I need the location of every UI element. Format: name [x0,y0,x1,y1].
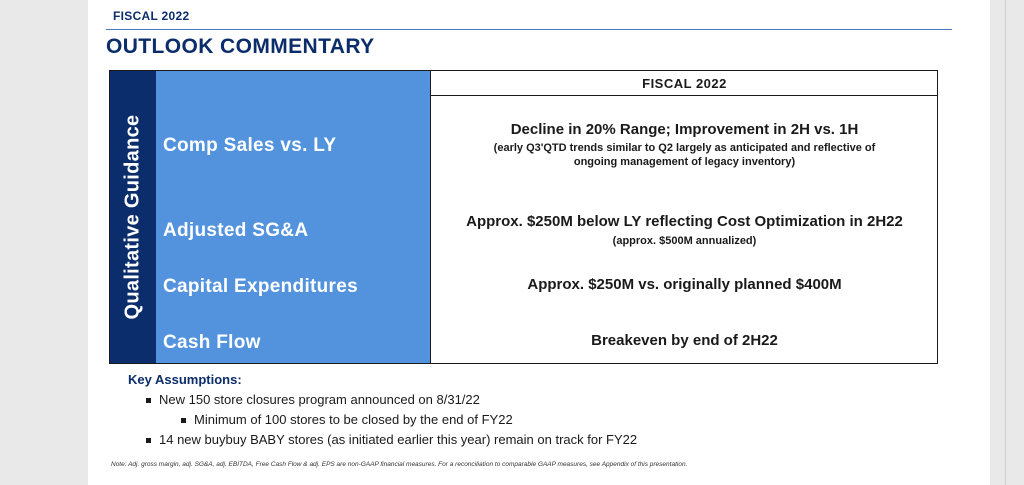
bullet-square-icon [181,418,186,424]
row-label-cash-flow: Cash Flow [163,332,261,353]
bullet-square-icon [146,438,151,444]
comp-sales-note-line2: ongoing management of legacy inventory) [573,156,796,168]
cash-flow-value: Breakeven by end of 2H22 [591,332,778,349]
title-divider [106,29,952,30]
list-item: 14 new buybuy BABY stores (as initiated … [146,432,637,447]
footnote: Note: Adj. gross margin, adj. SG&A, adj.… [111,461,688,468]
slide: FISCAL 2022 OUTLOOK COMMENTARY Qualitati… [88,0,990,485]
capex-value: Approx. $250M vs. originally planned $40… [527,276,842,293]
guidance-values: Decline in 20% Range; Improvement in 2H … [430,96,938,363]
sga-note: (approx. $500M annualized) [612,235,757,247]
comp-sales-value: Decline in 20% Range; Improvement in 2H … [510,121,859,138]
page-edge-divider [1005,0,1006,485]
row-label-sga: Adjusted SG&A [163,220,309,241]
qualitative-guidance-label: Qualitative Guidance [121,114,144,320]
bullet-square-icon [146,398,151,404]
column-header: FISCAL 2022 [430,71,938,96]
key-assumptions-heading: Key Assumptions: [128,372,242,387]
row-label-comp-sales: Comp Sales vs. LY [163,135,337,156]
list-item-sub: Minimum of 100 stores to be closed by th… [181,412,513,427]
vertical-label-bar: Qualitative Guidance [110,71,156,363]
comp-sales-note-line1: (early Q3'QTD trends similar to Q2 large… [493,142,876,154]
outlook-table: Qualitative Guidance Comp Sales vs. LY A… [109,70,938,364]
row-label-capex: Capital Expenditures [163,276,358,297]
page-title: OUTLOOK COMMENTARY [106,35,375,58]
list-item: New 150 store closures program announced… [146,392,480,407]
bullet-text: New 150 store closures program announced… [159,392,480,407]
bullet-text: 14 new buybuy BABY stores (as initiated … [159,432,638,447]
section-tag: FISCAL 2022 [113,9,190,23]
bullet-text: Minimum of 100 stores to be closed by th… [194,412,513,427]
metric-labels-panel: Comp Sales vs. LY Adjusted SG&A Capital … [156,71,430,363]
sga-value: Approx. $250M below LY reflecting Cost O… [466,213,903,230]
